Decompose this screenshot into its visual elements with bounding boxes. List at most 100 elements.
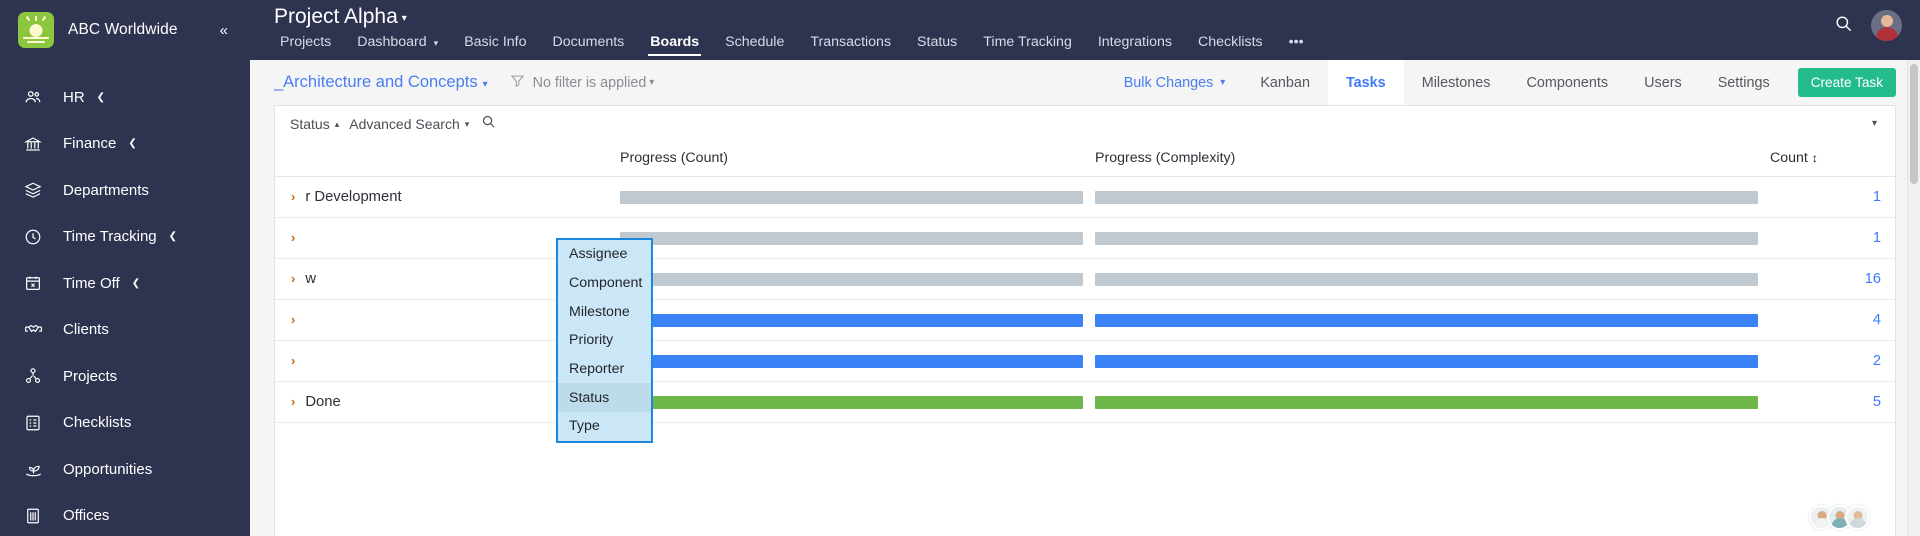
tab-kanban[interactable]: Kanban — [1242, 60, 1328, 105]
sidebar-item-time-tracking[interactable]: Time Tracking ❮ — [0, 214, 250, 261]
chevron-down-icon[interactable]: ▾ — [433, 38, 439, 48]
tab-projects[interactable]: Projects — [280, 34, 331, 54]
tab-dashboard[interactable]: Dashboard ▾ — [357, 34, 438, 54]
sidebar-item-hr[interactable]: HR ❮ — [0, 74, 250, 121]
tab-milestones[interactable]: Milestones — [1404, 60, 1509, 105]
sidebar-nav: HR ❮ Finance ❮ Departments T — [0, 60, 250, 536]
row-count[interactable]: 2 — [1770, 340, 1895, 382]
tab-integrations[interactable]: Integrations — [1098, 34, 1172, 54]
sidebar-item-time-off[interactable]: Time Off ❮ — [0, 260, 250, 307]
vertical-scrollbar[interactable] — [1907, 60, 1920, 536]
avatar[interactable] — [1871, 10, 1902, 41]
column-header-count[interactable]: Count ↕ — [1770, 142, 1895, 177]
table-row[interactable]: › r Development 1 — [275, 176, 1895, 218]
group-by-status-selector[interactable]: Status ▴ — [290, 116, 339, 132]
dropdown-item-milestone[interactable]: Milestone — [569, 303, 630, 320]
bulk-changes-button[interactable]: Bulk Changes ▾ — [1107, 60, 1243, 105]
tab-tasks[interactable]: Tasks — [1327, 60, 1404, 105]
avatar[interactable] — [1845, 505, 1870, 530]
tab-label: Checklists — [1197, 34, 1263, 50]
chevron-left-icon[interactable]: ❮ — [96, 91, 106, 103]
filter-label: No filter is applied — [532, 74, 647, 91]
chevron-right-icon[interactable]: › — [291, 312, 296, 327]
table-header-row: Progress (Count) Progress (Complexity) C… — [275, 142, 1895, 177]
tab-boards[interactable]: Boards — [648, 34, 702, 56]
chevron-left-icon[interactable]: ❮ — [128, 138, 137, 150]
dropdown-item-assignee[interactable]: Assignee — [569, 246, 628, 263]
tab-schedule[interactable]: Schedule — [725, 34, 784, 54]
column-header-name — [275, 142, 620, 177]
chevron-right-icon[interactable]: › — [291, 271, 296, 286]
page-title[interactable]: Project Alpha — [274, 5, 398, 28]
table-row[interactable]: › 4 — [275, 299, 1895, 341]
advanced-search-selector[interactable]: Advanced Search ▾ — [349, 116, 469, 132]
brand-name: ABC Worldwide — [68, 21, 178, 38]
tab-components[interactable]: Components — [1509, 60, 1627, 105]
progress-count-bar — [620, 395, 1083, 409]
create-task-button[interactable]: Create Task — [1797, 68, 1896, 97]
board-name-label: _Architecture and Concepts — [274, 73, 478, 91]
chevron-right-icon[interactable]: › — [291, 394, 296, 409]
tab-settings[interactable]: Settings — [1700, 60, 1788, 105]
chevron-down-icon: ▾ — [649, 77, 655, 88]
tab-documents[interactable]: Documents — [553, 34, 625, 54]
chevron-down-icon: ▾ — [1220, 77, 1226, 88]
sidebar-item-clients[interactable]: Clients — [0, 307, 250, 354]
row-name: w — [305, 271, 317, 287]
chevron-right-icon[interactable]: › — [291, 189, 296, 204]
table-body: › r Development 1 › 1 › w — [275, 176, 1895, 423]
tab-checklists[interactable]: Checklists — [1198, 34, 1263, 54]
table-row[interactable]: › 1 — [275, 217, 1895, 259]
chevron-right-icon[interactable]: › — [291, 230, 296, 245]
sidebar-item-projects[interactable]: Projects — [0, 353, 250, 400]
sidebar-item-checklists[interactable]: Checklists — [0, 400, 250, 447]
sidebar-item-departments[interactable]: Departments — [0, 167, 250, 214]
dropdown-item-component[interactable]: Component — [569, 275, 643, 292]
table-row[interactable]: › w 16 — [275, 258, 1895, 300]
sort-updown-icon[interactable]: ↕ — [1811, 151, 1818, 165]
dropdown-item-priority[interactable]: Priority — [569, 332, 614, 349]
sidebar-item-offices[interactable]: Offices — [0, 493, 250, 536]
dropdown-item-reporter[interactable]: Reporter — [569, 361, 625, 378]
clock-icon — [20, 228, 46, 246]
row-count[interactable]: 4 — [1770, 299, 1895, 341]
chevron-down-icon[interactable]: ▾ — [1871, 118, 1877, 129]
tab-more-overflow[interactable]: ••• — [1289, 34, 1304, 54]
table-row[interactable]: › Done 5 — [275, 381, 1895, 423]
chevron-right-icon[interactable]: › — [291, 353, 296, 368]
search-icon[interactable] — [481, 114, 496, 134]
progress-complexity-bar — [1095, 272, 1758, 286]
row-count[interactable]: 1 — [1770, 217, 1895, 259]
tab-users[interactable]: Users — [1626, 60, 1700, 105]
row-count[interactable]: 16 — [1770, 258, 1895, 300]
tab-transactions[interactable]: Transactions — [810, 34, 891, 54]
sidebar-item-label: Clients — [63, 321, 109, 339]
dropdown-item-status[interactable]: Status — [558, 383, 651, 413]
board-panel: Status ▴ Advanced Search ▾ ▾ Progress (Cou… — [274, 105, 1896, 536]
view-tab-label: Tasks — [1345, 74, 1386, 91]
row-count[interactable]: 5 — [1770, 381, 1895, 423]
tab-label: Status — [917, 34, 958, 50]
tab-time-tracking[interactable]: Time Tracking — [983, 34, 1072, 54]
table-row[interactable]: › 2 — [275, 340, 1895, 382]
search-icon[interactable] — [1834, 14, 1853, 38]
row-count[interactable]: 1 — [1770, 176, 1895, 218]
chevron-left-icon[interactable]: ❮ — [131, 277, 141, 289]
group-by-dropdown-menu[interactable]: Assignee Component Milestone Priority Re… — [556, 238, 653, 443]
chevron-down-icon[interactable]: ▾ — [401, 13, 407, 25]
sidebar-item-finance[interactable]: Finance ❮ — [0, 121, 250, 168]
board-name-selector[interactable]: _Architecture and Concepts ▾ — [274, 73, 488, 92]
sidebar-item-label: Finance — [63, 135, 117, 153]
dropdown-item-type[interactable]: Type — [569, 418, 600, 435]
progress-complexity-bar — [1095, 190, 1758, 204]
chevrons-left-icon[interactable]: « — [219, 21, 228, 39]
row-name: Done — [305, 394, 341, 410]
chevron-left-icon[interactable]: ❮ — [168, 231, 178, 243]
table-head: Progress (Count) Progress (Complexity) C… — [275, 142, 1895, 177]
page-title-wrap: Project Alpha ▾ — [274, 4, 1330, 30]
sidebar-item-opportunities[interactable]: Opportunities — [0, 446, 250, 493]
filter-selector[interactable]: No filter is applied ▾ — [510, 73, 655, 92]
tab-status[interactable]: Status — [917, 34, 957, 54]
tab-basic-info[interactable]: Basic Info — [464, 34, 526, 54]
scrollbar-thumb[interactable] — [1910, 64, 1918, 184]
